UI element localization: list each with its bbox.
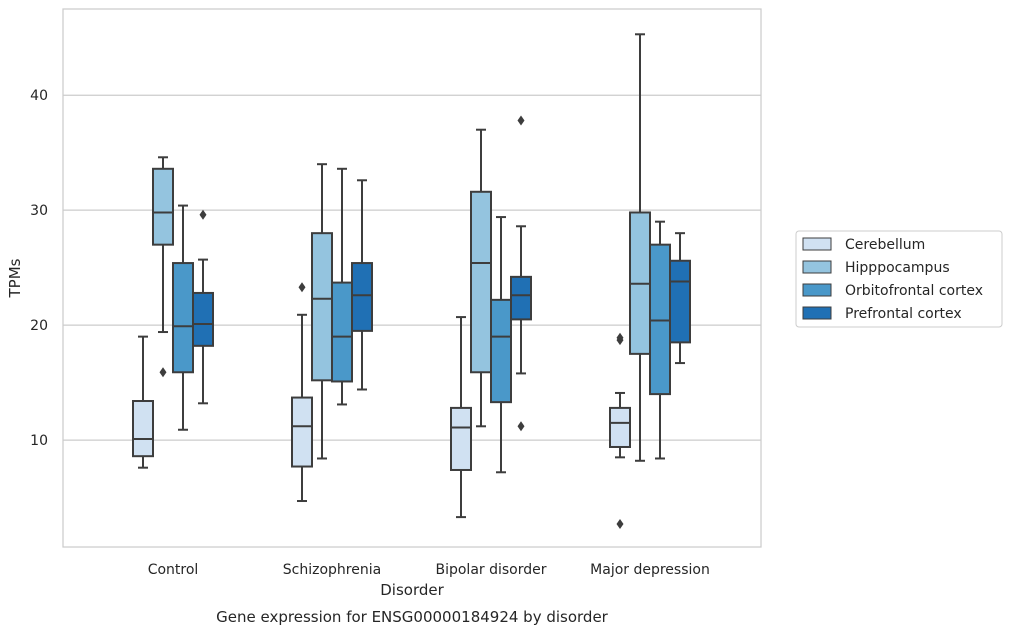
x-tick-label: Major depression: [590, 562, 710, 578]
box: [649, 243, 671, 396]
x-tick-label: Control: [148, 562, 199, 578]
y-axis-title: TPMs: [6, 258, 24, 298]
legend-swatch: [802, 237, 832, 251]
y-tick-label-30: 30: [30, 203, 48, 219]
legend-label: Orbitofrontal cortex: [845, 283, 983, 299]
legend-frame: [795, 230, 1003, 328]
box: [450, 406, 472, 471]
box: [669, 259, 691, 344]
plot-frame: [62, 8, 762, 548]
box-group: [470, 128, 492, 428]
box: [152, 167, 174, 246]
box: [311, 232, 333, 382]
box-group: [510, 115, 532, 432]
y-tick-label-20: 20: [30, 318, 48, 334]
box: [132, 400, 154, 458]
outlier-point: [199, 209, 207, 220]
box: [351, 262, 373, 332]
x-tick-label: Bipolar disorder: [435, 562, 546, 578]
legend-label: Cerebellum: [845, 237, 925, 253]
box: [470, 190, 492, 374]
legend-label: Prefrontal cortex: [845, 306, 962, 322]
outlier-point: [298, 282, 306, 293]
x-tick-labels: Control Schizophrenia Bipolar disorder Majo…: [148, 562, 710, 578]
box: [331, 281, 353, 383]
box: [490, 298, 512, 404]
box-group: [331, 167, 353, 406]
box: [291, 396, 313, 468]
y-tick-labels: 10 20 30 40: [30, 88, 48, 449]
box-group: [609, 332, 631, 530]
plot-area: [132, 33, 691, 530]
box-group: [629, 33, 651, 462]
box-group: [450, 316, 472, 519]
x-tick-label: Schizophrenia: [283, 562, 381, 578]
legend: Cerebellum Hipppocampus Orbitofrontal cort…: [795, 230, 1003, 328]
outlier-point: [159, 367, 167, 378]
box-group: [192, 209, 214, 405]
outlier-point: [517, 115, 525, 126]
legend-swatch: [802, 283, 832, 297]
box: [510, 275, 532, 321]
box-group: [311, 163, 333, 460]
y-tick-label-10: 10: [30, 433, 48, 449]
outlier-point: [616, 519, 624, 530]
legend-swatch: [802, 306, 832, 320]
outlier-point: [616, 332, 624, 343]
box: [192, 291, 214, 347]
y-tick-label-40: 40: [30, 88, 48, 104]
box-group: [172, 204, 194, 431]
outlier-point: [517, 421, 525, 432]
box: [172, 262, 194, 374]
x-axis-title: Disorder: [380, 581, 444, 599]
box-group: [132, 335, 154, 469]
legend-swatch: [802, 260, 832, 274]
box-group: [649, 220, 671, 460]
chart-caption: Gene expression for ENSG00000184924 by d…: [216, 608, 609, 626]
box: [609, 406, 631, 448]
legend-label: Hipppocampus: [845, 260, 950, 276]
box-group: [291, 282, 313, 503]
box-group: [669, 232, 691, 365]
box-group: [351, 179, 373, 391]
box-group: [152, 156, 174, 378]
box-group: [490, 216, 512, 474]
